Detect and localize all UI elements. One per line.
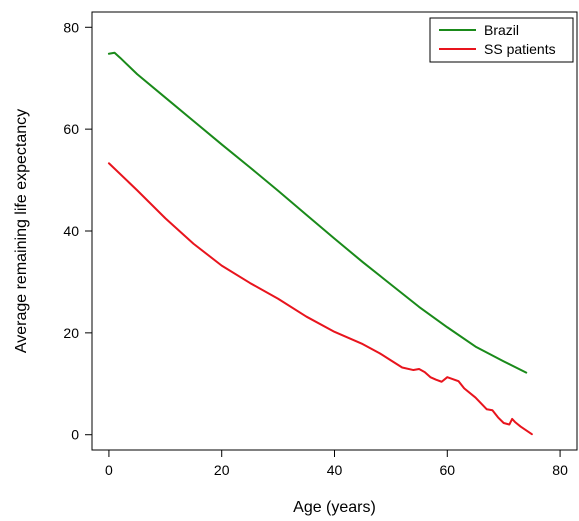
- x-tick-label: 20: [214, 462, 230, 478]
- x-tick-label: 40: [327, 462, 343, 478]
- legend: Brazil SS patients: [429, 17, 574, 63]
- legend-label: Brazil: [484, 22, 519, 38]
- y-tick-label: 20: [63, 325, 79, 341]
- legend-label: SS patients: [484, 41, 556, 57]
- series-line-brazil: [107, 51, 528, 374]
- y-tick-label: 40: [63, 223, 79, 239]
- x-axis-title: Age (years): [293, 499, 376, 516]
- y-tick-label: 60: [63, 121, 79, 137]
- y-tick-label: 0: [71, 427, 79, 443]
- y-axis-title: Average remaining life expectancy: [13, 109, 30, 353]
- series-lines: [107, 51, 533, 436]
- x-tick-label: 0: [105, 462, 113, 478]
- x-tick-label: 80: [552, 462, 568, 478]
- y-tick-label: 80: [63, 19, 79, 35]
- x-tick-label: 60: [440, 462, 456, 478]
- legend-box: [429, 17, 574, 63]
- y-axis-ticks: 0 20 40 60 80: [63, 19, 92, 443]
- series-line-ss-patients: [107, 162, 533, 436]
- x-axis-ticks: 0 20 40 60 80: [105, 450, 568, 478]
